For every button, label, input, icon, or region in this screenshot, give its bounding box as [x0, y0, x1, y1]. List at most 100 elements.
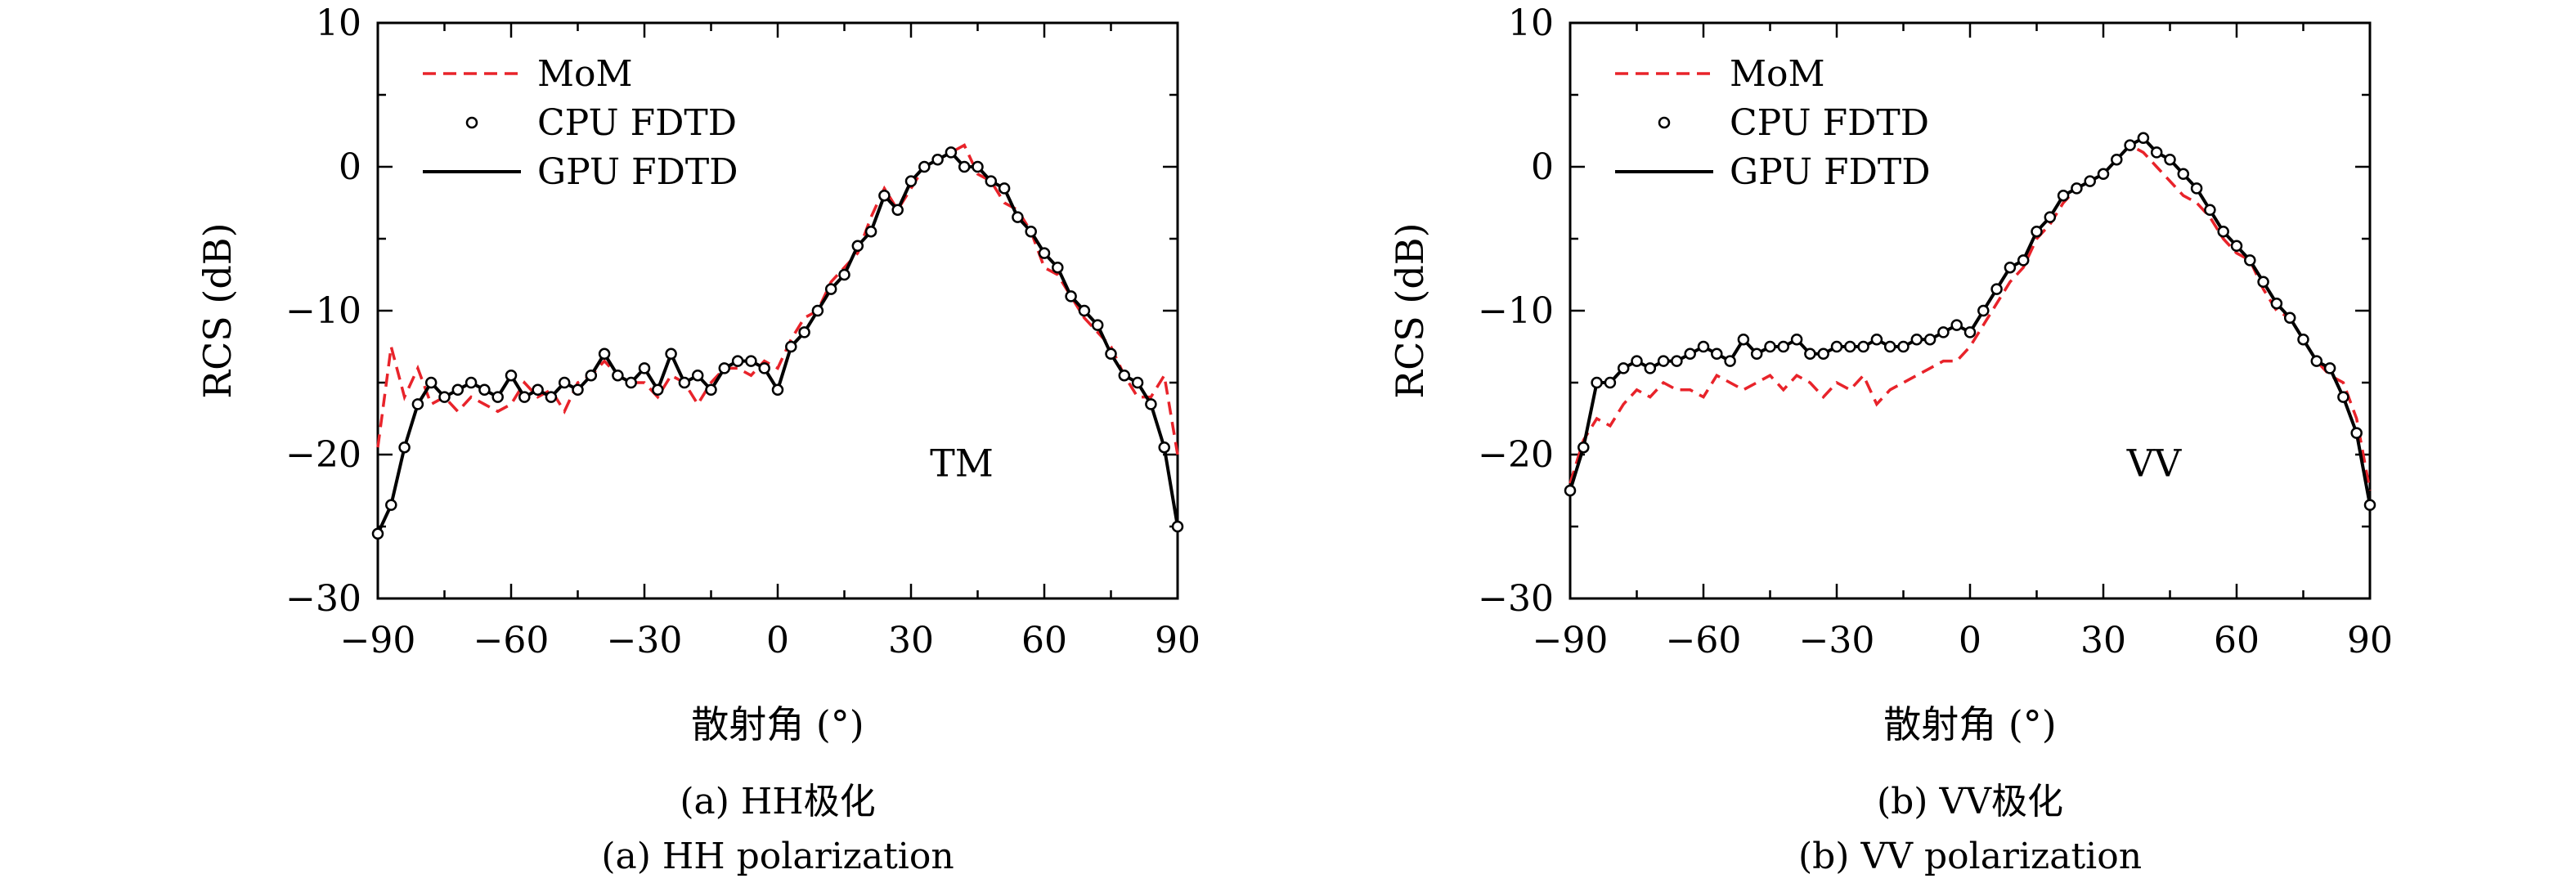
series-cpu-fdtd-point [2004, 261, 2017, 274]
x-tick-label: −90 [340, 620, 416, 661]
series-cpu-fdtd-point [1737, 333, 1750, 346]
series-cpu-fdtd-point [1790, 333, 1803, 346]
series-cpu-fdtd-point [1171, 520, 1184, 533]
series-cpu-fdtd-point [1577, 441, 1590, 454]
series-cpu-fdtd-point [572, 383, 584, 397]
series-cpu-fdtd-point [2044, 211, 2057, 223]
series-cpu-fdtd-point [2164, 153, 2176, 166]
series-cpu-fdtd-point [2297, 333, 2309, 346]
series-cpu-fdtd-point [1697, 340, 1710, 353]
series-cpu-fdtd-point [878, 189, 891, 202]
series-cpu-fdtd-point [1684, 347, 1696, 361]
series-cpu-fdtd-point [1857, 340, 1869, 353]
series-cpu-fdtd-point [931, 153, 944, 166]
series-cpu-fdtd-point [758, 362, 770, 374]
plot-frame [376, 21, 1179, 600]
x-tick-label: −90 [1533, 620, 1609, 661]
series-cpu-fdtd-point [2071, 182, 2083, 195]
series-cpu-fdtd-point [1078, 304, 1091, 317]
y-tick-label: 0 [339, 146, 361, 188]
legend-label: MoM [537, 53, 633, 95]
y-tick-label: 10 [1508, 2, 1554, 44]
series-cpu-fdtd-point [1870, 333, 1883, 346]
series-cpu-fdtd-point [691, 369, 704, 382]
series-cpu-fdtd-point [1977, 304, 1990, 317]
series-cpu-fdtd-point [2257, 276, 2269, 289]
series-cpu-fdtd-point [1158, 441, 1170, 454]
series-cpu-fdtd-point [612, 369, 624, 382]
series-cpu-fdtd-point [2031, 225, 2043, 238]
series-cpu-fdtd-point [2190, 182, 2203, 195]
series-cpu-fdtd-point [2350, 427, 2363, 439]
series-cpu-fdtd-point [2323, 362, 2336, 374]
series-cpu-fdtd-point [2244, 254, 2256, 267]
x-tick-label: 0 [766, 620, 789, 661]
series-mom-line [1568, 143, 2372, 491]
series-cpu-fdtd-point [1604, 376, 1617, 389]
x-tick-label: −60 [1666, 620, 1742, 661]
series-cpu-fdtd-point [1897, 340, 1910, 353]
series-cpu-fdtd-point [1564, 484, 1577, 497]
series-cpu-fdtd-point [2363, 499, 2376, 511]
y-tick-label: −10 [285, 290, 361, 332]
series-cpu-fdtd-point [545, 391, 558, 403]
series-cpu-fdtd-point [1105, 347, 1117, 361]
series-cpu-fdtd-point [918, 160, 931, 173]
series-cpu-fdtd-point [1937, 326, 1950, 338]
series-cpu-fdtd-point [1038, 247, 1051, 259]
series-cpu-fdtd-point [638, 362, 651, 374]
series-cpu-fdtd-point [1711, 347, 1723, 361]
series-cpu-fdtd-point [2283, 312, 2296, 325]
x-tick-label: −30 [1799, 620, 1875, 661]
series-cpu-fdtd-point [1644, 362, 1657, 374]
chart-panel-b: −90 −60 −30 0 30 60 90 −30 −20 −10 0 10 散射角 (°) RCS (… [1388, 2, 2393, 877]
series-cpu-fdtd-point [478, 383, 491, 397]
series-cpu-fdtd-point [2177, 168, 2190, 181]
x-axis-label: 散射角 (°) [691, 702, 864, 746]
series-cpu-fdtd-point [558, 376, 571, 389]
series-cpu-fdtd-point [652, 383, 664, 397]
legend-label: CPU FDTD [537, 102, 737, 144]
series-cpu-fdtd-point [851, 240, 864, 253]
legend-label: CPU FDTD [1730, 102, 1929, 144]
series-cpu-fdtd-point [1844, 340, 1856, 353]
y-tick-label: −30 [285, 578, 361, 620]
series-cpu-fdtd-point [705, 383, 717, 397]
series-cpu-fdtd-point [985, 175, 998, 187]
series-cpu-fdtd-point [771, 383, 784, 397]
series-cpu-fdtd-point [1804, 347, 1816, 361]
series-cpu-fdtd-point [424, 376, 438, 389]
caption-chinese: (b) VV极化 [1877, 781, 2063, 822]
series-cpu-fdtd-point [2124, 139, 2136, 151]
series-cpu-fdtd-point [2137, 132, 2150, 145]
series-cpu-fdtd-point [718, 362, 731, 374]
series-cpu-fdtd-point [625, 376, 637, 389]
series-cpu-fdtd-point [958, 160, 971, 173]
x-tick-label: −30 [607, 620, 683, 661]
x-tick-label: 60 [1021, 620, 1067, 661]
y-tick-label: −20 [1478, 434, 1554, 476]
caption-english: (a) HH polarization [601, 836, 954, 877]
series-cpu-fdtd-point [1052, 261, 1064, 274]
series-cpu-fdtd-point [785, 340, 797, 353]
caption-english: (b) VV polarization [1798, 836, 2142, 877]
legend-label: MoM [1730, 53, 1825, 95]
series-cpu-fdtd-point [904, 175, 918, 187]
series-cpu-fdtd-point [1118, 369, 1131, 382]
series-cpu-fdtd-point [2097, 168, 2110, 181]
series-cpu-fdtd-point [2017, 254, 2030, 267]
series-cpu-fdtd-point [464, 376, 478, 389]
series-cpu-fdtd-point [1910, 333, 1923, 346]
series-cpu-fdtd-point [891, 204, 904, 217]
series-cpu-fdtd-point [2084, 175, 2096, 187]
x-tick-label: 90 [2347, 620, 2393, 661]
caption-chinese: (a) HH极化 [680, 781, 875, 822]
series-cpu-fdtd-point [1091, 319, 1104, 331]
series-cpu-fdtd-point [1145, 398, 1157, 410]
series-cpu-fdtd-point [1750, 347, 1763, 361]
series-cpu-fdtd-point [945, 146, 958, 159]
series-cpu-fdtd-point [1923, 333, 1936, 346]
series-cpu-fdtd-point [1065, 290, 1077, 303]
series-cpu-fdtd-point [1830, 340, 1843, 353]
series-cpu-fdtd-point [1012, 211, 1024, 223]
